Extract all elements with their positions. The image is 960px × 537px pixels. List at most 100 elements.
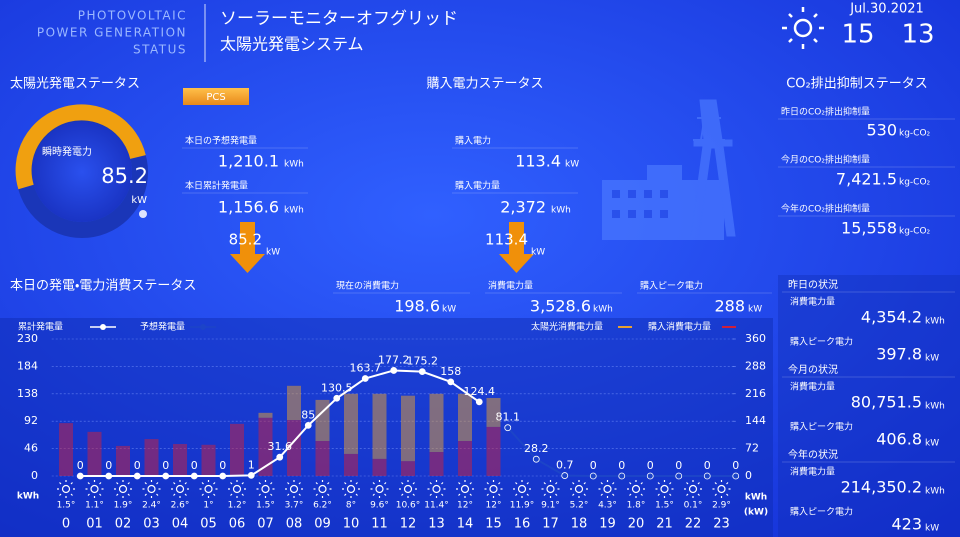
date: Jul.30.2021 [849,2,924,17]
sun-rays [142,480,161,498]
section-title: CO₂排出抑制ステータス [786,77,928,92]
point [276,453,284,461]
stat-unit: kW [565,160,579,170]
legend-dot [100,324,106,330]
sun [232,484,242,494]
bar [344,393,358,454]
temperature: 12° [457,501,473,511]
weather-icon [427,480,446,498]
weather-icon [142,480,161,498]
x-tick-label: 11 [371,517,388,532]
bar [59,423,73,476]
stat-unit: kWh [925,402,945,412]
stat-unit: kW [925,439,939,449]
stat-value: 113.4 [515,152,561,171]
weather-icon [171,480,189,498]
sun [660,484,669,494]
x-tick-label: 12 [400,517,417,532]
y2-tick-label: 144 [745,414,766,427]
stat-value: 214,350.2 [841,478,922,497]
point [162,472,170,480]
x-tick-label: 23 [713,517,730,532]
data-label: 0 [675,459,682,472]
stat-value: 3,528.6 [530,297,591,316]
bar [486,397,501,427]
stat-unit: kW [925,354,939,364]
stat-unit: kWh [925,487,945,497]
point [219,472,227,480]
sun-rays [712,480,731,498]
weather-icon [228,480,246,498]
temperature: 0.1° [684,501,703,511]
temperature: 1.9° [114,501,133,511]
weather-icon [456,480,474,498]
temperature: 1.8° [627,501,646,511]
legend-item: 予想発電量 [140,321,216,333]
data-label: 177.2 [378,353,410,366]
button-label[interactable]: PCS [206,92,225,103]
sun [460,484,470,494]
stat-label: 消費電力量 [790,381,835,393]
section-title: 購入電力ステータス [426,77,543,92]
x-tick-label: 05 [200,517,217,532]
sun-rays [85,480,104,498]
sun-rays [370,480,389,498]
sun [717,484,726,494]
bar [401,461,415,476]
bar [486,426,501,476]
data-label: 175.2 [407,355,439,368]
clock-minute: 13 [901,20,934,50]
pcs-button[interactable]: PCS [183,88,249,105]
stat-label: 購入ピーク電力 [640,280,703,292]
bar [372,458,387,476]
x-tick-label: 09 [314,517,331,532]
point [390,367,398,374]
weather-icon [782,7,824,49]
data-label: 81.1 [496,411,521,424]
brand-line: STATUS [133,43,187,57]
point [475,398,483,406]
stat-unit: kWh [551,206,571,216]
stat-label: 購入電力 [455,135,491,147]
legend-label: 予想発電量 [140,321,185,333]
sun [603,484,612,494]
sun [403,484,413,494]
legend-label: 購入消費電力量 [648,321,711,333]
gauge-value: 85.2 [101,164,148,188]
weather-icon [256,480,275,498]
flow-arrow [499,222,534,273]
bar [201,444,216,476]
bar [429,393,444,453]
stat-unit: kW [442,305,456,315]
sun [574,484,584,494]
button-bg[interactable] [183,88,249,105]
section-title: 太陽光発電ステータス [10,77,140,92]
flow-unit: kW [531,248,545,258]
data-label: 158 [440,365,461,378]
bar [429,452,444,476]
weather-icon [285,480,303,498]
temperature: 4.3° [598,501,617,511]
temperature: 2.6° [171,501,190,511]
sun [346,484,356,494]
stat-unit: kW [748,305,762,315]
temperature: 3.7° [285,501,304,511]
legend-item: 購入消費電力量 [648,321,736,333]
stat-label: 現在の消費電力 [336,280,399,292]
history-panel [778,275,960,537]
sun [688,484,698,494]
legend-item: 累計発電量 [18,321,116,333]
legend-label: 太陽光消費電力量 [531,321,603,333]
temperature: 11.4° [424,501,449,511]
sun [631,484,641,494]
stat-label: 消費電力量 [488,280,533,292]
co2-unit: kg-CO₂ [899,178,931,188]
stat-label: 消費電力量 [790,296,835,308]
sun-rays [456,480,474,498]
bar [401,395,415,462]
point [589,472,597,480]
temperature: 2.9° [712,501,731,511]
flow-value: 113.4 [485,231,528,249]
stat-unit: kWh [284,206,304,216]
stat-value: 1,210.1 [218,152,279,171]
